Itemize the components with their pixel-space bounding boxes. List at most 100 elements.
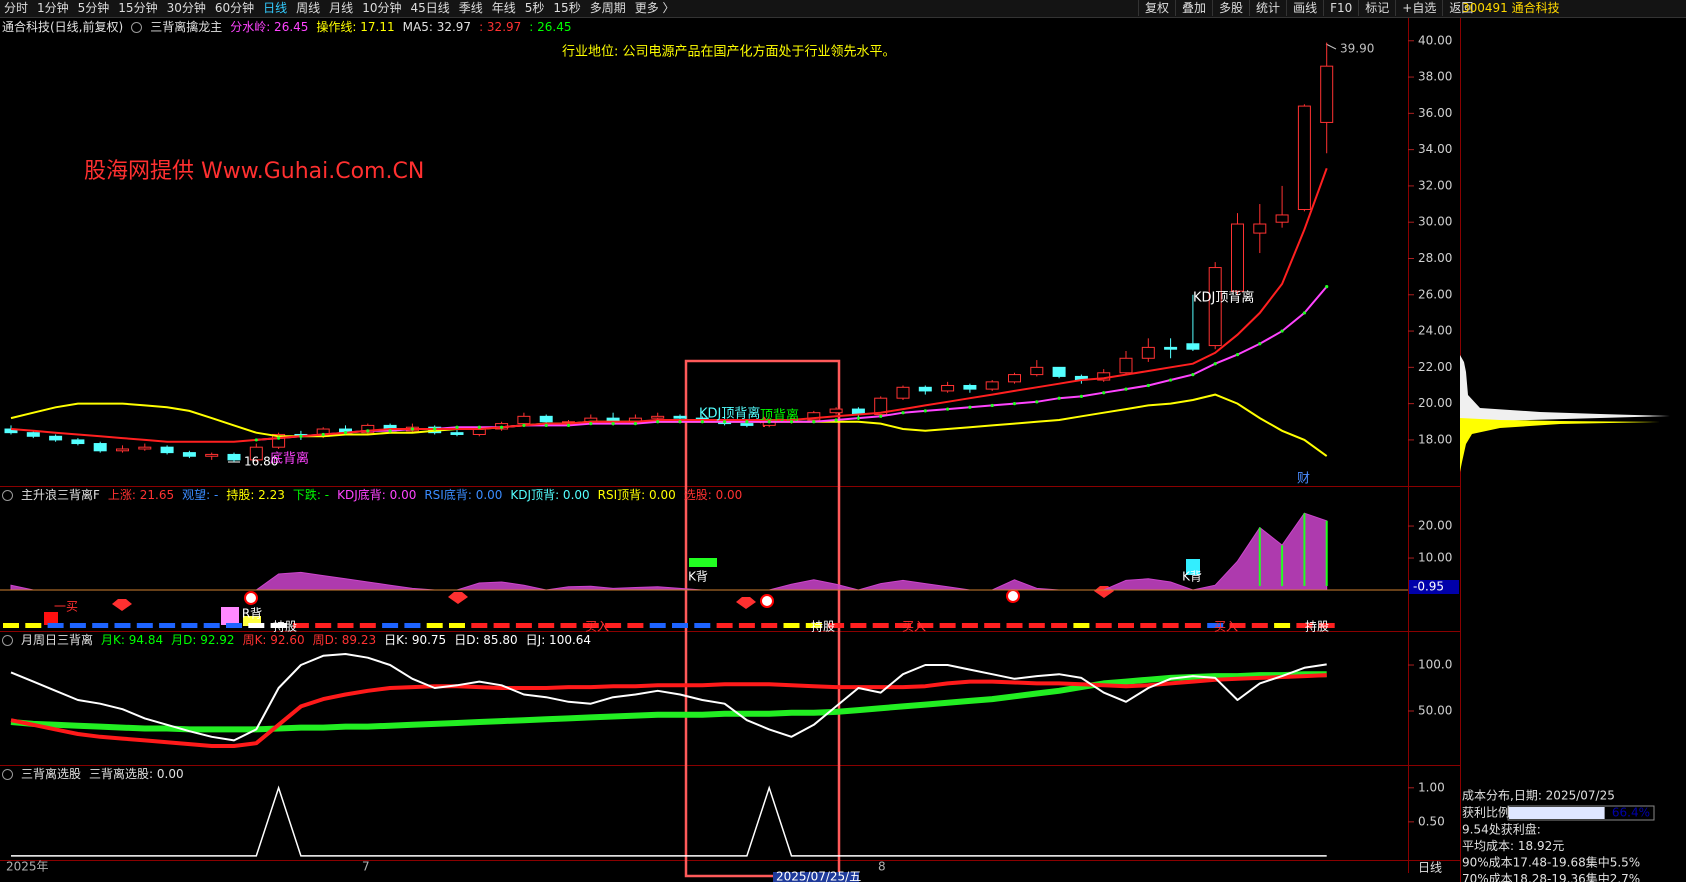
candle-body bbox=[1297, 105, 1311, 211]
line-dot bbox=[1124, 387, 1128, 391]
line-dot bbox=[1012, 402, 1017, 406]
indicator-icon[interactable] bbox=[2, 635, 13, 646]
line-dot bbox=[1079, 394, 1083, 398]
y-tick-label: 30.00 bbox=[1418, 215, 1452, 229]
stock-title: 通合科技(日线,前复权) bbox=[2, 20, 124, 34]
line-dot bbox=[767, 420, 771, 424]
line-dot bbox=[968, 405, 972, 409]
period-tab[interactable]: 1分钟 bbox=[37, 1, 69, 15]
period-tab[interactable]: 多周期 bbox=[589, 1, 626, 15]
y-tick-label: 34.00 bbox=[1418, 142, 1452, 156]
indicator-line bbox=[10, 393, 1328, 457]
indicator-icon[interactable] bbox=[2, 490, 13, 501]
signal-strip bbox=[1073, 623, 1090, 628]
candle-body bbox=[71, 439, 85, 445]
candle-body bbox=[963, 384, 977, 390]
signal-strip bbox=[515, 623, 532, 628]
period-tab[interactable]: 年线 bbox=[491, 1, 516, 15]
line-dot bbox=[1325, 285, 1329, 289]
legend-item: 观望: - bbox=[182, 488, 219, 502]
period-tab[interactable]: 日线 bbox=[263, 1, 288, 15]
candle-body bbox=[740, 423, 754, 426]
period-tab[interactable]: 5分钟 bbox=[77, 1, 110, 15]
period-tab[interactable]: 5秒 bbox=[524, 1, 545, 15]
legend-item: 日K: 90.75 bbox=[384, 633, 447, 647]
candle-body bbox=[227, 453, 241, 461]
candle-body bbox=[1052, 366, 1066, 377]
line-dot bbox=[366, 429, 370, 433]
signal-strip bbox=[1251, 623, 1268, 628]
period-tab[interactable]: 季线 bbox=[458, 1, 483, 15]
tool-button[interactable]: 统计 bbox=[1249, 0, 1286, 16]
annotation: 16.80 bbox=[244, 455, 278, 469]
tool-button[interactable]: 返回 bbox=[1442, 0, 1479, 16]
candle-body bbox=[941, 384, 955, 392]
line-dot bbox=[611, 421, 615, 426]
line-dot bbox=[433, 427, 437, 431]
period-tab[interactable]: 60分钟 bbox=[214, 1, 255, 15]
legend-item: 下跌: - bbox=[292, 488, 330, 502]
annotation: 股海网提供 Www.Guhai.Com.CN bbox=[84, 159, 424, 184]
cost-line: 9.54处获利盘: bbox=[1462, 822, 1541, 837]
tool-button[interactable]: 画线 bbox=[1286, 0, 1323, 16]
indicator-icon[interactable] bbox=[2, 769, 13, 780]
signal-label: 持股 bbox=[273, 619, 297, 634]
period-tab[interactable]: 分时 bbox=[4, 1, 29, 15]
tool-button[interactable]: 复权 bbox=[1138, 0, 1175, 16]
line-dot bbox=[745, 420, 749, 424]
period-tab[interactable]: 10分钟 bbox=[362, 1, 402, 15]
tool-button[interactable]: F10 bbox=[1323, 0, 1358, 16]
signal-strip bbox=[1140, 623, 1157, 628]
y-tick-label: 20.00 bbox=[1418, 519, 1452, 533]
candle-body bbox=[361, 424, 375, 434]
tool-button[interactable]: 标记 bbox=[1358, 0, 1395, 16]
candle-body bbox=[116, 448, 129, 452]
candle-body bbox=[1119, 357, 1133, 374]
period-tab[interactable]: 30分钟 bbox=[166, 1, 206, 15]
line-dot bbox=[1035, 400, 1039, 404]
tool-button[interactable]: 多股 bbox=[1212, 0, 1249, 16]
legend-item: 周D: 89.23 bbox=[312, 633, 377, 647]
y-tick-label: 1.00 bbox=[1418, 780, 1445, 794]
period-tab[interactable]: 周线 bbox=[296, 1, 321, 15]
line-dot bbox=[500, 425, 504, 429]
legend-item: 日J: 100.64 bbox=[525, 633, 592, 647]
line-dot bbox=[1258, 342, 1262, 346]
line-dot bbox=[544, 423, 548, 428]
diamond-icon bbox=[736, 597, 756, 609]
indicator-icon[interactable] bbox=[131, 22, 143, 33]
buy-icon bbox=[760, 594, 774, 608]
candle-body bbox=[1231, 223, 1244, 292]
tool-button[interactable]: 叠加 bbox=[1175, 0, 1212, 16]
panel2-legend: 主升浪三背离F 上涨: 21.65 观望: - 持股: 2.23 下跌: - KDJ底背… bbox=[2, 487, 742, 503]
signal-strip bbox=[359, 623, 376, 628]
annotation: 行业地位: 公司电源产品在国产化方面处于行业领先水平。 bbox=[562, 44, 896, 60]
candle-body bbox=[182, 452, 196, 457]
candle-body bbox=[1141, 346, 1155, 359]
line-dot bbox=[455, 425, 459, 429]
period-tab[interactable]: 15分钟 bbox=[118, 1, 158, 15]
tool-button[interactable]: +自选 bbox=[1395, 0, 1442, 16]
signal-label: 持股 bbox=[1305, 619, 1329, 634]
highlight-box bbox=[684, 359, 841, 878]
period-tab[interactable]: 月线 bbox=[329, 1, 354, 15]
signal-strip bbox=[605, 623, 622, 628]
signal-strip bbox=[1229, 623, 1246, 628]
cost-title: 成本分布,日期: 2025/07/25 bbox=[1462, 789, 1615, 803]
line-dot bbox=[678, 420, 682, 424]
line-dot bbox=[321, 432, 325, 437]
y-tick-label: 18.00 bbox=[1418, 432, 1452, 446]
line-dot bbox=[1102, 391, 1106, 395]
period-tab[interactable]: 更多 〉 bbox=[634, 1, 675, 15]
annotation: 底背离 bbox=[270, 451, 309, 467]
period-tab[interactable]: 45日线 bbox=[410, 1, 450, 15]
line-dot bbox=[990, 403, 994, 408]
period-tabs: 分时 1分钟 5分钟 15分钟 30分钟 60分钟 日线 周线 月线 10分钟 45日线 季线 年线 5秒… bbox=[4, 0, 675, 16]
period-tab[interactable]: 15秒 bbox=[553, 1, 581, 15]
line-dot bbox=[1169, 378, 1173, 382]
signal-strip bbox=[783, 623, 800, 628]
line-dot bbox=[343, 431, 348, 435]
candle-body bbox=[539, 415, 553, 423]
annotation: KDJ顶背离 bbox=[1193, 290, 1254, 306]
